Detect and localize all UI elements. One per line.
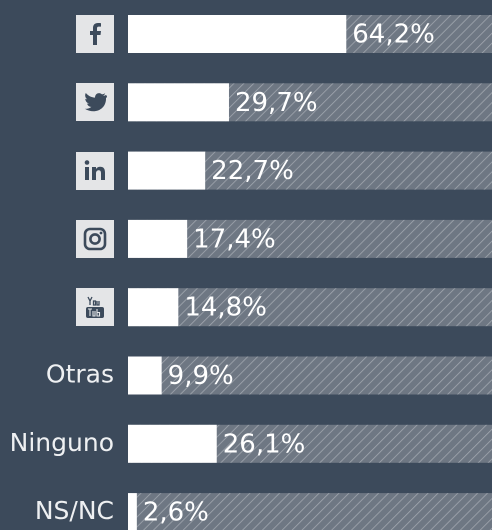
bar: [128, 288, 179, 327]
value-label: 64,2%: [352, 20, 435, 50]
linkedin-icon: [76, 152, 114, 190]
track: [128, 219, 492, 258]
value-label: 17,4%: [193, 224, 276, 254]
value-label: 14,8%: [184, 293, 267, 323]
instagram-icon: [76, 220, 114, 258]
value-label: 22,7%: [211, 156, 294, 186]
track: [128, 493, 492, 530]
bar: [128, 424, 217, 463]
track: [128, 288, 492, 327]
category-label: Otras: [46, 360, 114, 389]
value-label: 2,6%: [143, 498, 209, 528]
bar: [128, 493, 137, 530]
category-label: Ninguno: [10, 428, 114, 457]
bar: [128, 219, 188, 258]
icons: [76, 15, 114, 326]
category-label: NS/NC: [35, 496, 114, 525]
value-label: 29,7%: [235, 88, 318, 118]
bar: [128, 151, 206, 190]
track: [128, 356, 492, 395]
twitter-icon: [76, 83, 114, 121]
youtube-icon: [76, 288, 114, 326]
value-label: 26,1%: [223, 429, 306, 459]
bar: [128, 356, 162, 395]
bar: [128, 83, 229, 122]
value-label: 9,9%: [168, 361, 234, 391]
bar: [128, 15, 347, 53]
facebook-icon: [76, 15, 114, 53]
